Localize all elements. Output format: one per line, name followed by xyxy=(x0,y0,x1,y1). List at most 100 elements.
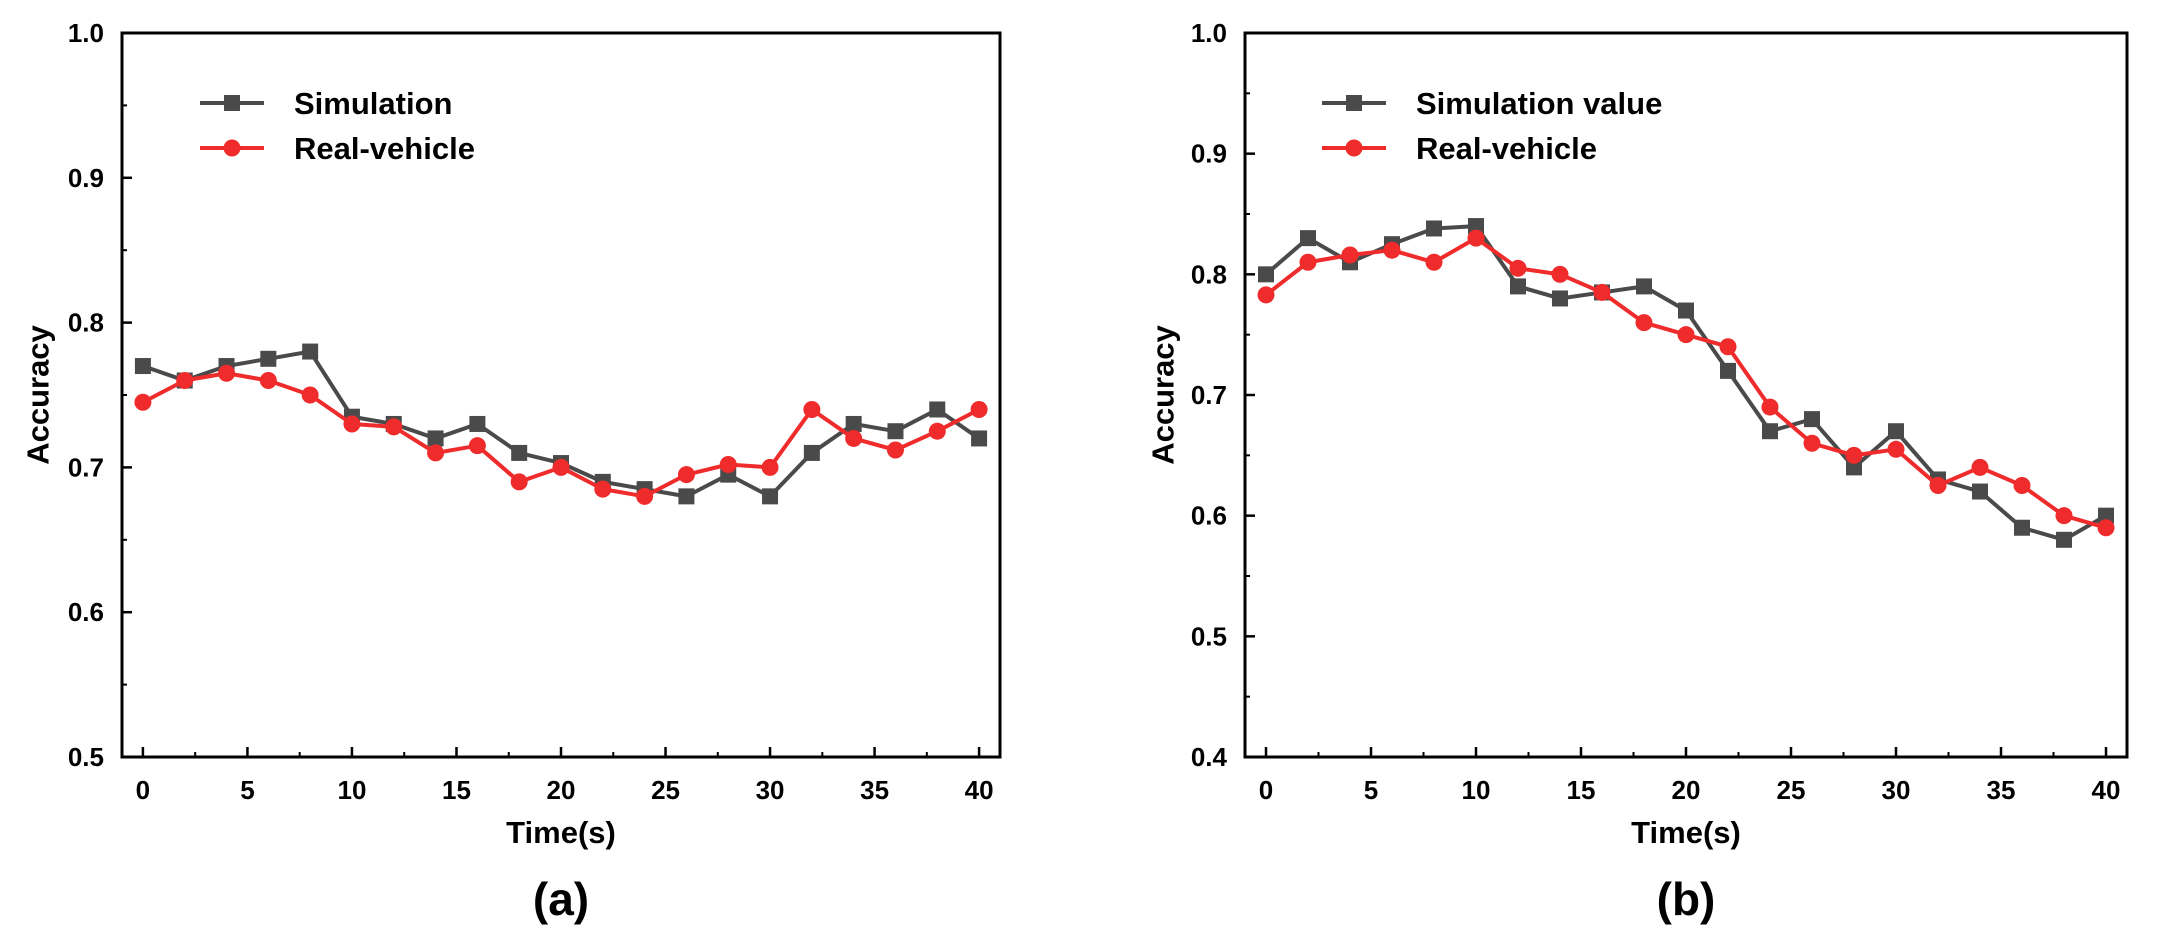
data-point-real-vehicle xyxy=(1299,253,1317,271)
x-tick-label: 20 xyxy=(547,775,576,805)
data-point-real-vehicle xyxy=(1551,265,1569,283)
panel-label: (b) xyxy=(1657,873,1716,925)
data-point-simulation-value xyxy=(2098,507,2114,524)
x-axis-title: Time(s) xyxy=(506,815,616,850)
y-tick-label: 0.5 xyxy=(1191,621,1227,651)
x-tick-label: 5 xyxy=(1364,775,1378,805)
data-point-simulation xyxy=(971,430,988,447)
data-point-real-vehicle xyxy=(719,456,737,474)
data-point-real-vehicle xyxy=(677,466,695,484)
y-tick-label: 0.9 xyxy=(68,163,104,193)
x-tick-label: 10 xyxy=(337,775,366,805)
data-point-real-vehicle xyxy=(1467,229,1485,247)
data-point-real-vehicle xyxy=(1761,398,1779,416)
data-point-simulation-value xyxy=(1636,278,1652,295)
legend-label-real-vehicle: Real-vehicle xyxy=(1416,131,1597,166)
x-tick-label: 40 xyxy=(965,775,994,805)
y-tick-label: 1.0 xyxy=(1191,18,1227,48)
data-point-real-vehicle xyxy=(1719,338,1737,356)
data-point-simulation-value xyxy=(1510,278,1526,295)
y-tick-label: 0.8 xyxy=(1191,259,1227,289)
data-point-real-vehicle xyxy=(218,364,236,382)
data-point-real-vehicle xyxy=(385,418,403,436)
x-tick-label: 30 xyxy=(1882,775,1911,805)
data-point-real-vehicle xyxy=(176,372,194,390)
data-point-real-vehicle xyxy=(343,415,361,433)
chart-panel-a: 0 5 10 15 20 25 30 35 40 0.5 0.6 0.7 0.8 0.9 1.0 Time(s… xyxy=(21,18,1002,925)
data-point-real-vehicle xyxy=(1635,314,1653,332)
data-point-real-vehicle xyxy=(1509,259,1527,277)
legend-label-simulation-value: Simulation value xyxy=(1416,86,1662,121)
data-point-real-vehicle xyxy=(1383,241,1401,259)
data-point-simulation-value xyxy=(1552,290,1568,307)
data-point-simulation xyxy=(469,415,486,432)
data-point-real-vehicle xyxy=(1803,434,1821,452)
data-point-simulation xyxy=(678,488,695,505)
data-point-simulation-value xyxy=(1426,220,1442,237)
data-point-simulation xyxy=(134,358,151,375)
data-point-simulation-value xyxy=(2014,519,2030,536)
data-point-real-vehicle xyxy=(1593,283,1611,301)
data-point-simulation xyxy=(260,350,277,367)
x-tick-label: 40 xyxy=(2092,775,2121,805)
data-point-real-vehicle xyxy=(134,393,152,411)
data-point-real-vehicle xyxy=(301,386,319,404)
data-point-simulation xyxy=(803,444,820,461)
x-axis-title: Time(s) xyxy=(1631,815,1741,850)
data-point-simulation-value xyxy=(1804,411,1820,428)
data-point-simulation-value xyxy=(1468,218,1484,235)
y-tick-label: 0.7 xyxy=(1191,380,1227,410)
legend-marker-real-vehicle xyxy=(223,139,241,157)
y-tick-label: 0.8 xyxy=(68,308,104,338)
data-point-real-vehicle xyxy=(1845,446,1863,464)
data-point-simulation xyxy=(511,444,528,461)
legend-marker-simulation-value xyxy=(1346,95,1362,111)
data-point-real-vehicle xyxy=(1425,253,1443,271)
x-tick-label: 30 xyxy=(756,775,785,805)
data-point-simulation xyxy=(887,423,904,440)
legend-label-real-vehicle: Real-vehicle xyxy=(294,131,475,166)
data-point-simulation-value xyxy=(2056,531,2072,548)
legend-label-simulation: Simulation xyxy=(294,86,452,121)
y-tick-label: 0.5 xyxy=(68,742,104,772)
x-tick-label: 15 xyxy=(442,775,471,805)
data-point-simulation-value xyxy=(1762,423,1778,440)
y-tick-label: 0.4 xyxy=(1191,742,1228,772)
data-point-real-vehicle xyxy=(1257,286,1275,304)
data-point-simulation-value xyxy=(1678,302,1694,319)
plot-frame xyxy=(120,31,1002,759)
y-tick-label: 0.9 xyxy=(1191,139,1227,169)
data-point-real-vehicle xyxy=(1971,458,1989,476)
panel-label: (a) xyxy=(533,873,589,925)
x-tick-label: 35 xyxy=(1987,775,2016,805)
data-point-real-vehicle xyxy=(886,441,904,459)
data-point-real-vehicle xyxy=(2055,507,2073,525)
data-point-simulation xyxy=(762,488,779,505)
data-point-real-vehicle xyxy=(1929,477,1947,494)
data-point-real-vehicle xyxy=(594,480,612,498)
data-point-real-vehicle xyxy=(1887,440,1905,458)
data-point-real-vehicle xyxy=(468,437,486,455)
data-point-real-vehicle xyxy=(970,400,988,418)
data-point-real-vehicle xyxy=(803,400,821,418)
x-tick-label: 0 xyxy=(136,775,150,805)
data-point-simulation-value xyxy=(1300,230,1316,247)
y-tick-label: 0.7 xyxy=(68,452,104,482)
data-point-real-vehicle xyxy=(510,473,528,491)
data-point-simulation-value xyxy=(1888,423,1904,440)
data-point-real-vehicle xyxy=(761,458,779,476)
x-tick-label: 0 xyxy=(1259,775,1273,805)
data-point-simulation-value xyxy=(1846,459,1862,476)
data-point-real-vehicle xyxy=(2097,519,2115,537)
x-tick-label: 25 xyxy=(1777,775,1806,805)
x-tick-label: 20 xyxy=(1672,775,1701,805)
x-tick-label: 5 xyxy=(240,775,254,805)
x-tick-label: 35 xyxy=(860,775,889,805)
data-point-real-vehicle xyxy=(845,429,863,447)
data-point-real-vehicle xyxy=(1677,326,1695,344)
data-point-simulation xyxy=(845,415,862,432)
x-tick-label: 25 xyxy=(651,775,680,805)
data-point-real-vehicle xyxy=(259,372,277,390)
data-point-simulation-value xyxy=(1720,362,1736,379)
